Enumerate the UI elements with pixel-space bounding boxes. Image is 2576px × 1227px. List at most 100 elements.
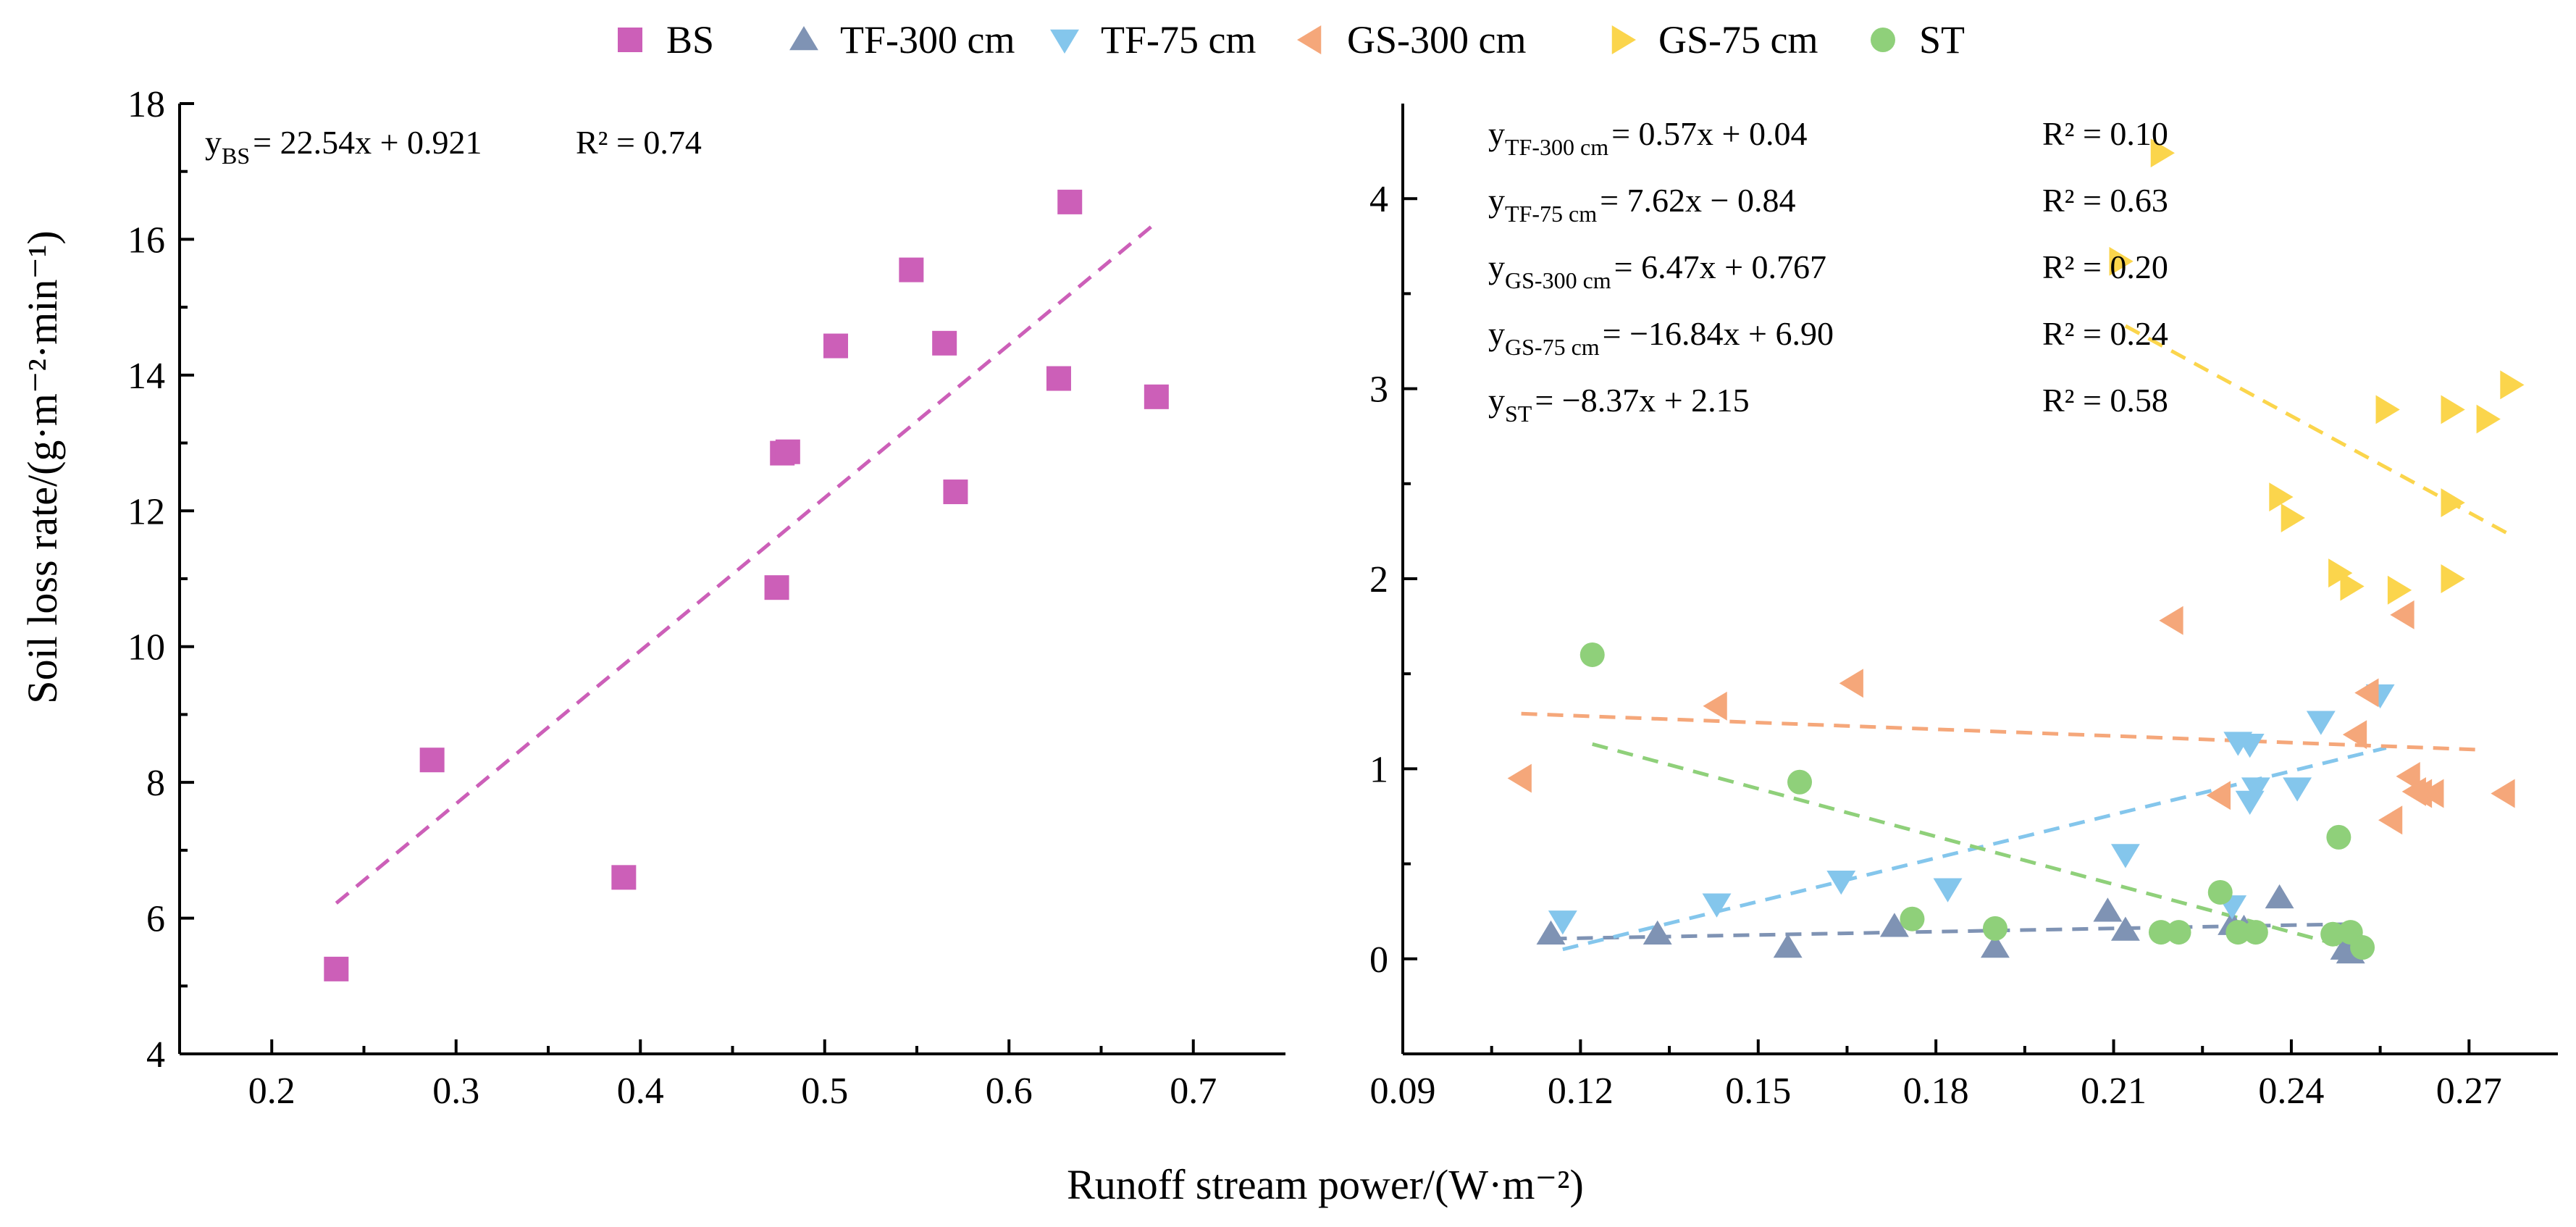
point-bs: [1046, 366, 1071, 391]
point-bs: [899, 257, 924, 282]
point-st: [1982, 916, 2007, 941]
right-equations: yTF-300 cm= 0.57x + 0.04 R² = 0.10 yTF-75 …: [1488, 115, 2168, 427]
point-gs-75-cm: [2476, 404, 2501, 434]
point-st: [1787, 769, 1813, 795]
point-bs: [932, 330, 957, 356]
point-bs: [823, 333, 849, 359]
right-equation-gs-300-cm: yGS-300 cm= 6.47x + 0.767: [1488, 248, 1826, 293]
right-equation-gs-75-cm: yGS-75 cm= −16.84x + 6.90: [1488, 315, 1834, 360]
legend-label-gs-75-cm: GS-75 cm: [1658, 18, 1818, 62]
point-tf-75-cm: [2306, 711, 2336, 735]
right-y-tick-label: 1: [1369, 749, 1388, 790]
legend-marker-tf-300-cm: [789, 26, 818, 51]
left-r-squared-bs: R² = 0.74: [576, 124, 702, 161]
left-y-tick-label: 10: [127, 627, 165, 669]
right-r-squared-gs-75-cm: R² = 0.24: [2042, 315, 2168, 352]
legend-label-bs: BS: [666, 18, 714, 62]
right-x-tick-label: 0.21: [2081, 1071, 2147, 1112]
right-equation-tf-300-cm: yTF-300 cm= 0.57x + 0.04: [1488, 115, 1807, 160]
left-y-tick-label: 4: [146, 1034, 165, 1076]
point-st: [2225, 920, 2251, 945]
point-tf-300-cm: [2265, 884, 2294, 909]
point-tf-75-cm: [1548, 910, 1577, 935]
point-gs-300-cm: [2390, 600, 2415, 629]
left-y-tick-label: 16: [127, 219, 165, 261]
point-bs: [419, 747, 445, 773]
point-bs: [775, 439, 800, 464]
point-gs-75-cm: [2500, 370, 2525, 400]
left-x-tick-label: 0.2: [248, 1071, 295, 1112]
legend-marker-gs-300-cm: [1297, 25, 1322, 54]
point-gs-75-cm: [2281, 503, 2305, 532]
right-r-squared-gs-300-cm: R² = 0.20: [2042, 248, 2168, 285]
right-x-tick-label: 0.09: [1370, 1071, 1436, 1112]
point-st: [2166, 920, 2191, 945]
right-equation-st: yST= −8.37x + 2.15: [1488, 382, 1750, 427]
point-bs: [943, 480, 968, 505]
point-st: [2243, 920, 2268, 945]
point-gs-300-cm: [2378, 805, 2403, 835]
point-gs-75-cm: [2441, 564, 2465, 593]
fit-line-gs-300-cm: [1521, 711, 2481, 752]
right-x-tick-label: 0.18: [1903, 1071, 1969, 1112]
left-x-tick-label: 0.6: [986, 1071, 1033, 1112]
point-bs: [764, 575, 789, 600]
legend-marker-st: [1871, 28, 1895, 52]
point-tf-300-cm: [2093, 897, 2123, 922]
point-gs-300-cm: [2206, 781, 2231, 811]
legend: BS TF-300 cm TF-75 cm GS-300 cm GS-75 cm ST: [618, 18, 1965, 62]
left-y-tick-label: 14: [127, 356, 165, 397]
left-x-tick-label: 0.7: [1170, 1071, 1217, 1112]
right-x-tick-label: 0.12: [1548, 1071, 1614, 1112]
fit-line-tf-300-cm: [1551, 922, 2351, 941]
right-y-tick-label: 2: [1369, 559, 1388, 600]
point-tf-300-cm: [2110, 916, 2140, 941]
point-gs-300-cm: [2396, 761, 2420, 791]
point-st: [1579, 642, 1605, 667]
point-st: [2350, 935, 2375, 960]
right-plot-area: 0.09 0.12 0.15 0.18 0.21 0.24 0.27 0 1 2 3 4: [1369, 104, 2558, 1112]
point-gs-75-cm: [2441, 488, 2465, 517]
right-equation-tf-75-cm: yTF-75 cm= 7.62x − 0.84: [1488, 182, 1795, 227]
legend-marker-tf-75-cm: [1050, 29, 1079, 54]
left-y-tick-label: 18: [127, 84, 165, 125]
left-equations: yBS= 22.54x + 0.921 R² = 0.74: [205, 124, 702, 169]
point-bs: [611, 865, 637, 890]
point-gs-300-cm: [2420, 779, 2444, 808]
point-tf-75-cm: [1702, 893, 1732, 918]
left-equation-bs: yBS= 22.54x + 0.921: [205, 124, 482, 169]
right-y-tick-label: 3: [1369, 369, 1388, 411]
point-gs-300-cm: [2342, 720, 2367, 750]
left-y-axis-title: Soil loss rate/(g·m⁻²·min⁻¹): [19, 230, 66, 703]
point-gs-75-cm: [2269, 482, 2294, 512]
point-gs-300-cm: [2159, 606, 2183, 635]
right-r-squared-tf-300-cm: R² = 0.10: [2042, 115, 2168, 152]
right-y-tick-label: 4: [1369, 179, 1388, 220]
point-gs-300-cm: [1839, 669, 1863, 698]
legend-label-st: ST: [1919, 18, 1965, 62]
left-y-tick-label: 8: [146, 763, 165, 804]
point-tf-75-cm: [1933, 878, 1963, 903]
x-axis-title: Runoff stream power/(W·m⁻²): [1067, 1161, 1584, 1208]
point-gs-300-cm: [1703, 691, 1727, 721]
legend-label-tf-300-cm: TF-300 cm: [840, 18, 1015, 62]
point-tf-75-cm: [1826, 870, 1856, 895]
point-tf-75-cm: [2283, 777, 2312, 802]
point-tf-300-cm: [1980, 934, 2010, 958]
right-r-squared-st: R² = 0.58: [2042, 382, 2168, 419]
right-scatter-panel: 0.09 0.12 0.15 0.18 0.21 0.24 0.27 0 1 2 3 4 yTF-30…: [1369, 104, 2558, 1112]
point-tf-75-cm: [2235, 734, 2265, 758]
point-tf-300-cm: [1879, 913, 1909, 937]
point-st: [2207, 879, 2233, 905]
left-x-tick-label: 0.4: [617, 1071, 664, 1112]
point-gs-300-cm: [1507, 763, 1532, 793]
point-tf-300-cm: [1642, 920, 1672, 945]
legend-marker-gs-75-cm: [1611, 25, 1636, 54]
point-bs: [1144, 384, 1169, 409]
right-x-tick-label: 0.15: [1725, 1071, 1791, 1112]
point-gs-75-cm: [2109, 246, 2134, 276]
point-bs: [1057, 189, 1083, 214]
point-gs-75-cm: [2387, 575, 2412, 605]
right-x-tick-label: 0.27: [2436, 1071, 2502, 1112]
